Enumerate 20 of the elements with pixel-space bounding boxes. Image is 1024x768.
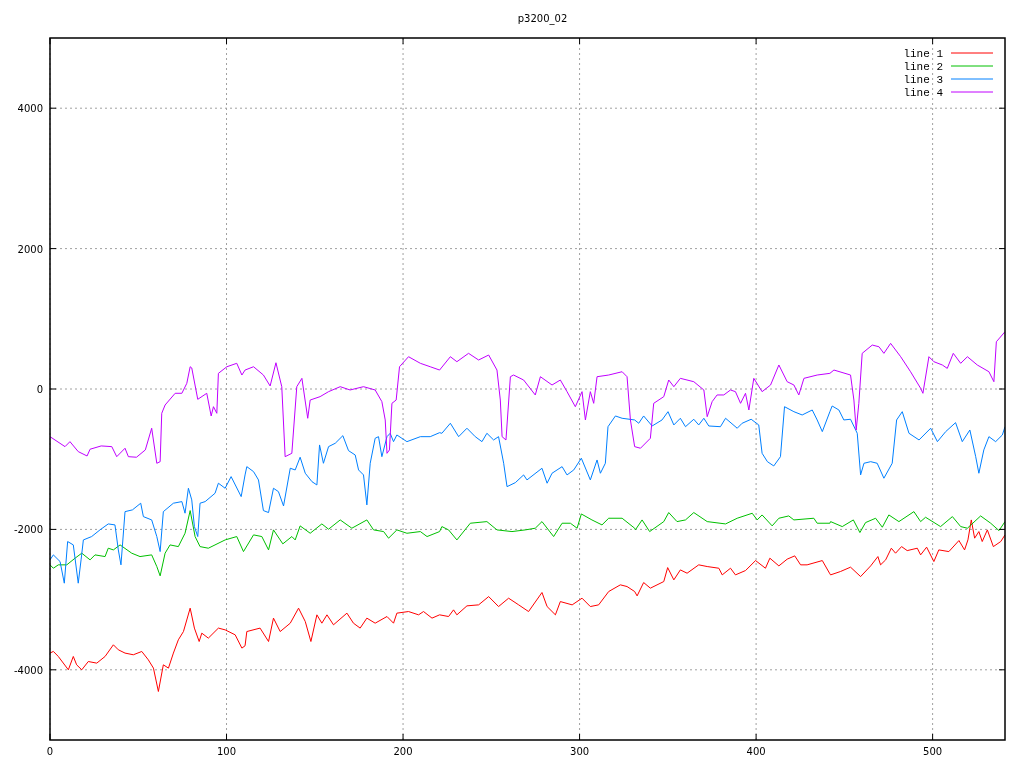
- line-series: [50, 519, 1005, 692]
- line-series: [50, 510, 1005, 577]
- y-tick-label: 2000: [17, 243, 43, 255]
- x-tick-label: 400: [746, 746, 766, 757]
- y-tick-label: 0: [36, 384, 43, 395]
- y-tick-label: 4000: [17, 103, 43, 115]
- legend-label: line 1: [903, 48, 944, 60]
- legend-label: line 2: [903, 61, 943, 73]
- x-tick-label: 100: [216, 746, 237, 757]
- line-series: [50, 405, 1005, 584]
- x-tick-label: 500: [923, 746, 943, 757]
- x-tick-label: 0: [46, 746, 54, 757]
- legend-label: line 3: [903, 74, 943, 86]
- legend-label: line 4: [903, 87, 944, 99]
- chart-title: p3200_02: [517, 13, 568, 25]
- y-tick-label: -4000: [13, 664, 43, 676]
- y-tick-label: -2000: [13, 524, 43, 536]
- line-series: [50, 331, 1005, 464]
- x-tick-label: 200: [393, 746, 413, 757]
- x-tick-label: 300: [570, 746, 590, 757]
